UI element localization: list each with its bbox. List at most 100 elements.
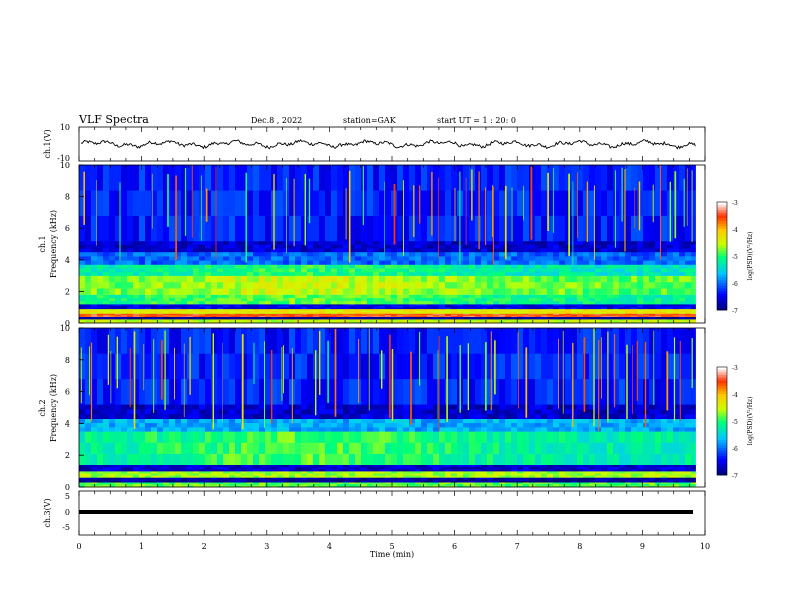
- spectrogram-cell: [259, 442, 266, 454]
- spectrogram-cell: [661, 308, 668, 311]
- spectrogram-cell: [505, 294, 512, 299]
- spectrogram-cell: [241, 480, 248, 483]
- spectrogram-cell: [283, 264, 290, 269]
- spectrogram-cell: [649, 311, 656, 314]
- spectrogram-cell: [631, 264, 638, 269]
- spectrogram-cell: [337, 316, 344, 318]
- spectrogram-cell: [367, 471, 374, 474]
- spectrogram-cell: [427, 294, 434, 299]
- spectrogram-cell: [385, 300, 392, 305]
- spectrogram-cell: [325, 482, 332, 485]
- spectrogram-cell: [223, 318, 230, 320]
- spectrogram-cell: [595, 248, 602, 253]
- spectrogram-cell: [295, 305, 302, 308]
- spectrogram-cell: [613, 304, 620, 306]
- spectrogram-cell: [385, 475, 392, 478]
- spectrogram-cell: [139, 320, 146, 322]
- spectrogram-cell: [235, 314, 242, 316]
- spectrogram-cell: [301, 248, 308, 253]
- spectrogram-cell: [265, 190, 272, 216]
- spectrogram-cell: [391, 453, 398, 465]
- spectrogram-cell: [175, 418, 182, 424]
- spectrogram-cell: [121, 453, 128, 465]
- spectrogram-cell: [577, 271, 584, 276]
- spectrogram-cell: [235, 264, 242, 269]
- spectrogram-cell: [103, 260, 110, 265]
- spectrogram-cell: [193, 479, 200, 481]
- spectrogram-cell: [409, 310, 416, 313]
- spectrogram-cell: [367, 378, 374, 405]
- spectrogram-cell: [511, 308, 518, 311]
- spectrogram-cell: [79, 328, 86, 354]
- spectrogram-cell: [679, 240, 686, 245]
- spectrogram-cell: [223, 353, 230, 380]
- spectrogram-cell: [157, 307, 164, 310]
- spectrogram-cell: [355, 320, 362, 322]
- spectrogram-cell: [355, 311, 362, 314]
- spectrogram-cell: [373, 313, 380, 315]
- spectrogram-cell: [481, 318, 488, 320]
- spectrogram-cell: [217, 268, 224, 273]
- spectrogram-cell: [181, 316, 188, 318]
- spectrogram-cell: [655, 215, 662, 242]
- spectrogram-cell: [415, 297, 422, 302]
- spectrogram-cell: [163, 418, 170, 424]
- spectrogram-cell: [79, 244, 86, 249]
- spectrogram-cell: [259, 422, 266, 428]
- spectrogram-cell: [415, 294, 422, 299]
- spectrogram-cell: [427, 165, 434, 191]
- spectrogram-cell: [373, 319, 380, 321]
- spectrogram-cell: [649, 294, 656, 299]
- spectrogram-cell: [109, 215, 116, 242]
- spectrogram-cell: [127, 264, 134, 269]
- spectrogram-cell: [433, 320, 440, 322]
- spectrogram-cell: [229, 378, 236, 405]
- spectrogram-cell: [337, 471, 344, 474]
- spectrogram-cell: [409, 453, 416, 465]
- spectrogram-cell: [289, 469, 296, 472]
- spectrogram-cell: [355, 251, 362, 257]
- spectrogram-cell: [229, 319, 236, 321]
- spectrogram-cell: [235, 310, 242, 313]
- spectrogram-cell: [97, 268, 104, 273]
- spectrogram-cell: [349, 418, 356, 424]
- spectrogram-cell: [415, 313, 422, 315]
- spectrogram-cell: [199, 453, 206, 465]
- spectrogram-cell: [85, 281, 92, 289]
- spectrogram-cell: [259, 305, 266, 308]
- spectrogram-cell: [427, 308, 434, 311]
- spectrogram-cell: [463, 318, 470, 320]
- spectrogram-cell: [217, 473, 224, 476]
- spectrogram-cell: [211, 317, 218, 319]
- spectrogram-cell: [277, 482, 284, 485]
- spectrogram-cell: [157, 413, 164, 419]
- spectrogram-cell: [595, 268, 602, 273]
- spectrogram-cell: [607, 316, 614, 318]
- spectrogram-cell: [169, 480, 176, 483]
- spectrogram-cell: [337, 165, 344, 191]
- spectrogram-cell: [577, 300, 584, 305]
- spectrogram-cell: [241, 307, 248, 310]
- spectrogram-cell: [577, 275, 584, 283]
- spectrogram-cell: [685, 304, 692, 306]
- spectrogram-cell: [343, 431, 350, 443]
- spectrogram-cell: [139, 307, 146, 310]
- spectrogram-cell: [151, 431, 158, 443]
- spectrogram-cell: [601, 190, 608, 216]
- spectrogram-cell: [109, 469, 116, 472]
- spectrogram-cell: [685, 314, 692, 316]
- spectrogram-cell: [481, 251, 488, 257]
- spectrogram-cell: [595, 307, 602, 310]
- spectrogram-cell: [667, 315, 674, 317]
- spectrogram-cell: [175, 305, 182, 308]
- spectrogram-cell: [295, 240, 302, 245]
- spectrogram-cell: [121, 480, 128, 483]
- spectrogram-cell: [271, 471, 278, 474]
- spectrogram-cell: [337, 464, 344, 468]
- spectrogram-cell: [253, 316, 260, 318]
- spectrogram-cell: [511, 275, 518, 283]
- spectrogram-cell: [373, 310, 380, 313]
- colorbar-segment: [717, 223, 727, 227]
- spectrogram-cell: [439, 256, 446, 261]
- spectrogram-cell: [253, 264, 260, 269]
